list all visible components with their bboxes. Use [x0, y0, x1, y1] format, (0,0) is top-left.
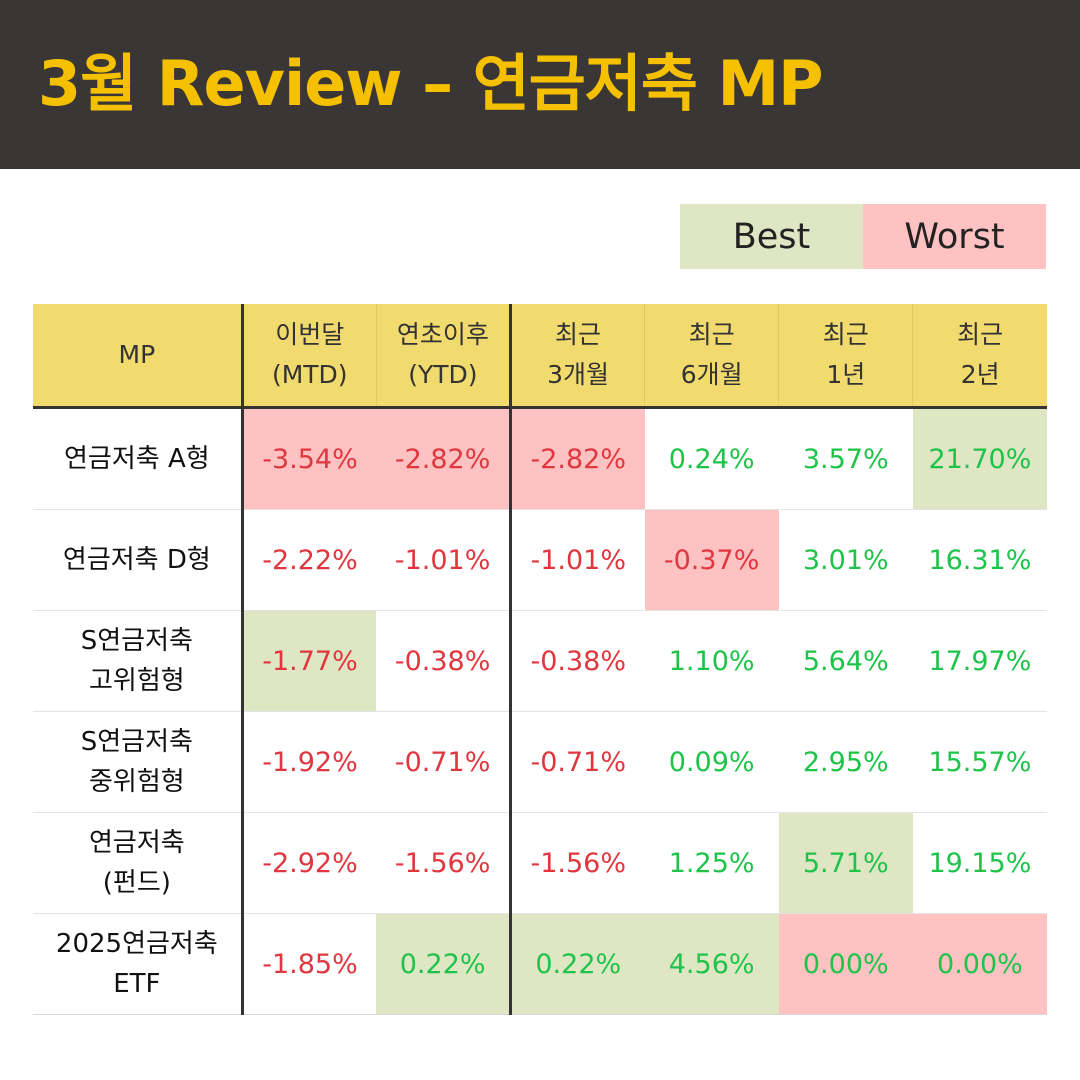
value-cell: 5.64%	[778, 610, 913, 712]
row-name: 연금저축 (펀드)	[33, 812, 244, 914]
value-cell: -0.37%	[644, 509, 779, 611]
value-cell: 4.56%	[644, 913, 779, 1015]
value-cell: 3.57%	[778, 407, 913, 510]
value-cell: -2.22%	[242, 509, 377, 611]
table-row: 2025연금저축 ETF -1.85% 0.22% 0.22% 4.56% 0.00% 0.0…	[33, 913, 1047, 1015]
col-header-3m: 최근 3개월	[509, 304, 645, 409]
row-name: 2025연금저축 ETF	[33, 913, 244, 1015]
value-cell: 0.00%	[912, 913, 1047, 1015]
value-cell: 1.25%	[644, 812, 779, 914]
value-cell: -1.56%	[376, 812, 512, 914]
row-name: 연금저축 A형	[33, 407, 244, 510]
col-header-6m: 최근 6개월	[644, 304, 779, 409]
col-header-2y: 최근 2년	[912, 304, 1047, 409]
value-cell: 0.00%	[778, 913, 913, 1015]
value-cell: 0.09%	[644, 711, 779, 813]
value-cell: -1.01%	[376, 509, 512, 611]
value-cell: 1.10%	[644, 610, 779, 712]
value-cell: -0.38%	[376, 610, 512, 712]
value-cell: -0.71%	[510, 711, 645, 813]
value-cell: -0.71%	[376, 711, 512, 813]
value-cell: 3.01%	[778, 509, 913, 611]
row-name: 연금저축 D형	[33, 509, 244, 611]
value-cell: 16.31%	[912, 509, 1047, 611]
value-cell: -0.38%	[510, 610, 645, 712]
value-cell: -2.82%	[376, 407, 512, 510]
table-row: S연금저축 중위험형 -1.92% -0.71% -0.71% 0.09% 2.95% 15.…	[33, 711, 1047, 813]
value-cell: 21.70%	[912, 407, 1047, 510]
table-header-row: MP 이번달 (MTD) 연초이후 (YTD) 최근 3개월 최근 6개월 최근 1년 최…	[33, 304, 1047, 409]
value-cell: 2.95%	[778, 711, 913, 813]
table-row: 연금저축 D형 -2.22% -1.01% -1.01% -0.37% 3.01% 16.3…	[33, 509, 1047, 611]
value-cell: -2.82%	[510, 407, 645, 510]
value-cell: 17.97%	[912, 610, 1047, 712]
value-cell: 0.22%	[510, 913, 645, 1015]
value-cell: 0.24%	[644, 407, 779, 510]
col-header-mtd: 이번달 (MTD)	[241, 304, 377, 409]
value-cell: -1.01%	[510, 509, 645, 611]
value-cell: -1.92%	[242, 711, 377, 813]
value-cell: -1.77%	[242, 610, 377, 712]
value-cell: 5.71%	[778, 812, 913, 914]
row-name: S연금저축 중위험형	[33, 711, 244, 813]
value-cell: -2.92%	[242, 812, 377, 914]
legend-worst: Worst	[863, 204, 1046, 269]
value-cell: 0.22%	[376, 913, 512, 1015]
value-cell: -1.85%	[242, 913, 377, 1015]
value-cell: -1.56%	[510, 812, 645, 914]
table-row: S연금저축 고위험형 -1.77% -0.38% -0.38% 1.10% 5.64% 17.…	[33, 610, 1047, 712]
performance-table: MP 이번달 (MTD) 연초이후 (YTD) 최근 3개월 최근 6개월 최근 1년 최…	[33, 304, 1047, 1015]
col-header-ytd: 연초이후 (YTD)	[375, 304, 512, 409]
col-header-mp: MP	[33, 304, 244, 409]
legend-best: Best	[680, 204, 863, 269]
col-header-1y: 최근 1년	[778, 304, 913, 409]
value-cell: 15.57%	[912, 711, 1047, 813]
value-cell: 19.15%	[912, 812, 1047, 914]
row-name: S연금저축 고위험형	[33, 610, 244, 712]
table-row: 연금저축 (펀드) -2.92% -1.56% -1.56% 1.25% 5.71% 19.1…	[33, 812, 1047, 914]
header-banner: 3월 Review – 연금저축 MP	[0, 0, 1080, 169]
value-cell: -3.54%	[242, 407, 377, 510]
table-row: 연금저축 A형 -3.54% -2.82% -2.82% 0.24% 3.57% 21.70…	[33, 407, 1047, 510]
page-title: 3월 Review – 연금저축 MP	[38, 47, 824, 120]
